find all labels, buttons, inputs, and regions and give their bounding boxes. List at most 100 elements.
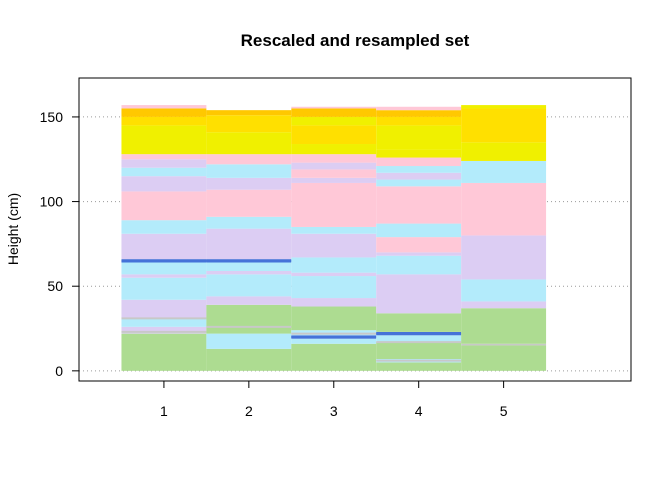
x-tick-label: 2 <box>245 403 253 419</box>
bar-segment <box>121 318 207 327</box>
bar-segment <box>121 191 207 221</box>
x-tick-label: 3 <box>330 403 338 419</box>
bar-segment <box>291 106 377 109</box>
bar-segment <box>206 216 292 229</box>
bar-segment <box>376 166 462 173</box>
bar-segment <box>376 223 462 238</box>
column-1 <box>121 105 207 371</box>
bar-segment <box>206 348 292 371</box>
bar-segment <box>461 279 547 302</box>
bar-segment <box>206 262 292 271</box>
bar-segment <box>376 342 462 359</box>
bar-segment <box>206 189 292 217</box>
y-tick-label: 0 <box>55 363 63 379</box>
bar-segment <box>376 237 462 253</box>
bar-segment <box>461 301 547 309</box>
bar-segment <box>206 296 292 305</box>
stacked-columns <box>121 105 547 371</box>
bar-segment <box>206 164 292 178</box>
x-tick-label: 5 <box>500 403 508 419</box>
x-tick-label: 1 <box>160 403 168 419</box>
bar-segment <box>121 159 207 168</box>
bar-segment <box>291 226 377 234</box>
bar-segment <box>461 308 547 344</box>
bar-segment <box>291 338 377 344</box>
bar-segment <box>461 105 547 109</box>
column-3 <box>291 106 377 371</box>
bar-segment <box>461 343 547 346</box>
bar-segment <box>121 167 207 177</box>
bar-segment <box>461 235 547 280</box>
bar-segment <box>376 362 462 371</box>
bar-segment <box>376 255 462 275</box>
bar-segment <box>291 233 377 258</box>
bar-segment <box>121 105 207 109</box>
bar-segment <box>376 116 462 126</box>
bar-segment <box>291 116 377 126</box>
bar-segment <box>206 274 292 297</box>
bar-segment <box>376 110 462 117</box>
column-5 <box>461 105 547 371</box>
bar-segment <box>206 110 292 116</box>
bar-segment <box>206 326 292 334</box>
bar-segment <box>291 306 377 331</box>
bar-segment <box>291 298 377 307</box>
axes: 0 50 100 150 1 2 3 4 5 <box>40 109 508 419</box>
bar-segment <box>206 177 292 190</box>
bar-segment <box>206 333 292 349</box>
bar-segment <box>121 108 207 117</box>
bar-segment <box>461 182 547 236</box>
bar-segment <box>206 228 292 260</box>
bar-segment <box>121 299 207 319</box>
y-tick-label: 50 <box>47 278 63 294</box>
bar-segment <box>291 257 377 273</box>
bar-segment <box>461 142 547 161</box>
y-tick-label: 100 <box>40 194 64 210</box>
bar-segment <box>206 115 292 133</box>
bar-segment <box>376 149 462 158</box>
bar-segment <box>206 132 292 155</box>
bar-segment <box>461 345 547 371</box>
bar-segment <box>376 252 462 256</box>
bar-segment <box>291 108 377 117</box>
bar-segment <box>376 179 462 187</box>
bar-segment <box>291 162 377 170</box>
bar-segment <box>461 160 547 183</box>
bar-segment <box>376 313 462 332</box>
bar-segment <box>376 335 462 343</box>
bar-segment <box>121 333 207 371</box>
bar-segment <box>291 343 377 371</box>
bar-segment <box>376 186 462 224</box>
bar-segment <box>121 277 207 300</box>
bar-segment <box>121 154 207 160</box>
bar-segment <box>376 106 462 111</box>
bar-segment <box>121 116 207 126</box>
bar-segment <box>461 108 547 143</box>
bar-segment <box>121 125 207 155</box>
column-2 <box>206 110 292 371</box>
bar-segment <box>291 125 377 145</box>
bar-segment <box>206 154 292 165</box>
bar-segment <box>121 233 207 260</box>
bar-segment <box>376 125 462 150</box>
bar-segment <box>121 262 207 275</box>
column-4 <box>376 106 462 371</box>
bar-segment <box>121 326 207 334</box>
y-tick-label: 150 <box>40 109 64 125</box>
x-tick-label: 4 <box>415 403 423 419</box>
bar-segment <box>206 270 292 275</box>
bar-segment <box>121 274 207 278</box>
bar-segment <box>291 169 377 178</box>
bar-segment <box>291 177 377 183</box>
bar-segment <box>376 157 462 167</box>
y-axis-label: Height (cm) <box>5 193 21 265</box>
bar-segment <box>291 154 377 163</box>
chart-title: Rescaled and resampled set <box>241 31 470 50</box>
bar-segment <box>206 304 292 327</box>
plot-frame <box>78 77 632 382</box>
bar-segment <box>291 276 377 299</box>
bar-segment <box>291 272 377 277</box>
bar-segment <box>376 172 462 180</box>
